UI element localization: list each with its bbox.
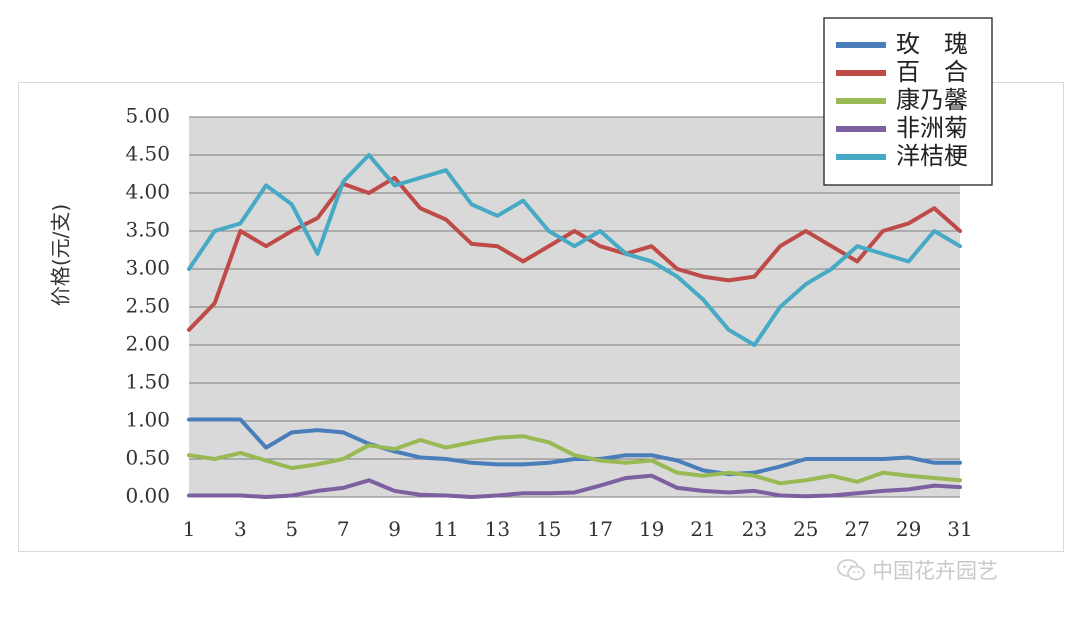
x-tick-label: 5 [285, 517, 298, 541]
y-axis-ticks: 0.00 0.50 1.00 1.50 2.00 2.50 3.00 3.50 4.00 4.50… [125, 104, 170, 508]
y-tick-label: 0.50 [125, 446, 170, 470]
y-tick-label: 1.50 [125, 370, 170, 394]
x-tick-label: 25 [793, 517, 818, 541]
wechat-icon [837, 559, 865, 581]
y-tick-label: 4.50 [125, 142, 170, 166]
x-tick-label: 7 [337, 517, 350, 541]
x-tick-label: 27 [844, 517, 869, 541]
y-tick-label: 4.00 [125, 180, 170, 204]
y-tick-label: 2.50 [125, 294, 170, 318]
y-axis-label: 价格(元/支) [49, 204, 73, 306]
x-tick-label: 15 [536, 517, 561, 541]
x-tick-label: 19 [639, 517, 664, 541]
legend-label-3: 非洲菊 [896, 114, 968, 142]
x-tick-label: 29 [896, 517, 921, 541]
x-tick-label: 23 [742, 517, 767, 541]
series-line-1 [187, 175, 962, 332]
x-tick-label: 21 [690, 517, 715, 541]
x-tick-label: 17 [587, 517, 612, 541]
watermark-text: 中国花卉园艺 [872, 559, 998, 583]
y-tick-label: 0.00 [125, 484, 170, 508]
y-tick-label: 2.00 [125, 332, 170, 356]
x-tick-label: 13 [485, 517, 510, 541]
series-line-3 [187, 473, 962, 499]
y-tick-label: 3.00 [125, 256, 170, 280]
legend-label-2: 康乃馨 [896, 86, 968, 114]
y-tick-label: 1.00 [125, 408, 170, 432]
x-tick-label: 1 [183, 517, 196, 541]
y-tick-label: 5.00 [125, 104, 170, 128]
watermark: 中国花卉园艺 [836, 553, 998, 587]
legend-label-1: 百 合 [896, 58, 968, 86]
x-tick-label: 3 [234, 517, 247, 541]
series-line-0 [187, 417, 962, 477]
legend-label-0: 玫 瑰 [896, 30, 968, 58]
series-line-2 [187, 434, 962, 486]
legend-label-4: 洋桔梗 [896, 142, 968, 170]
x-axis-ticks: 1 3 5 7 9 11 13 15 17 19 21 23 25 27 29 31 [183, 517, 973, 541]
series-line-4 [187, 153, 962, 347]
x-tick-label: 31 [947, 517, 972, 541]
x-tick-label: 11 [433, 517, 458, 541]
x-tick-label: 9 [388, 517, 401, 541]
series-lines [187, 153, 962, 499]
y-tick-label: 3.50 [125, 218, 170, 242]
